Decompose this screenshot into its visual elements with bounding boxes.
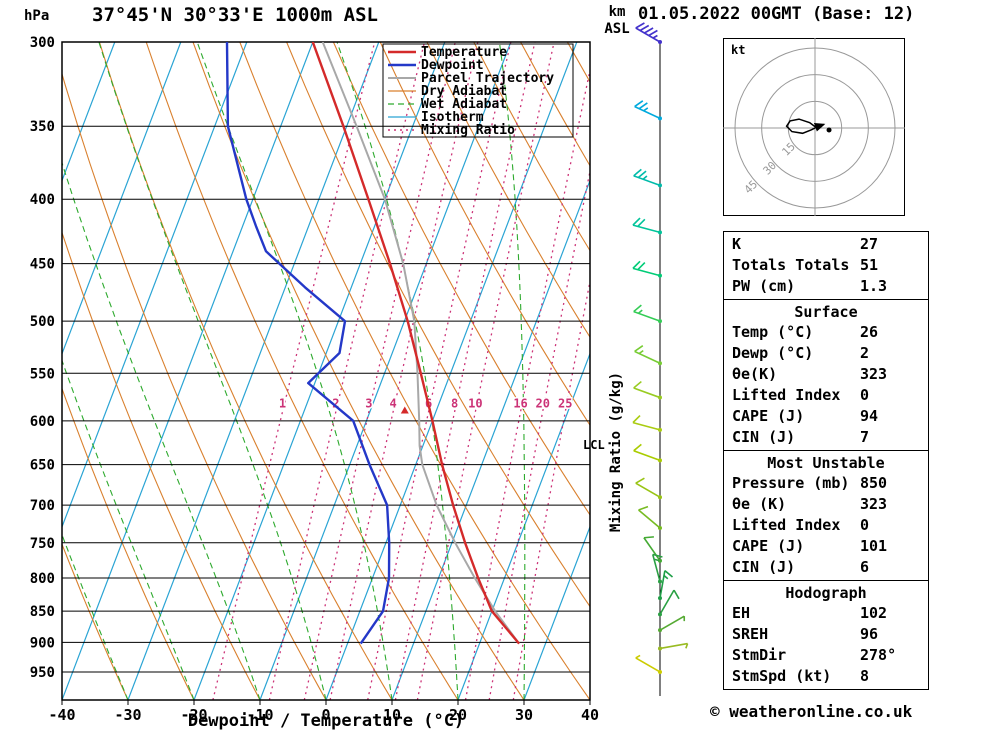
svg-text:Dewpoint: Dewpoint	[421, 58, 484, 73]
stat-row: CIN (J) 6	[732, 558, 870, 576]
svg-text:550: 550	[30, 366, 55, 382]
isotherm-lines	[62, 42, 590, 700]
parcel-mixing-marker	[400, 406, 409, 414]
stat-row: Totals Totals 51	[732, 256, 879, 274]
pressure-tick-labels: 300 350 400 450 500 550 600 650 700 750 800 850 900 9…	[30, 35, 55, 681]
stat-row: θe (K) 323	[732, 495, 888, 513]
lcl-label: LCL	[583, 438, 605, 452]
stat-row: CIN (J) 7	[732, 428, 870, 446]
datetime-title: 01.05.2022 00GMT (Base: 12)	[638, 4, 915, 24]
mixing-ratio-axis-label: Mixing Ratio (g/kg)	[608, 372, 624, 532]
svg-text:10: 10	[468, 397, 482, 411]
stat-row: Lifted Index 0	[732, 386, 870, 404]
mixing-ratio-labels: 1 2 3 4 6 8 10 16 20 25	[277, 395, 574, 412]
station-title: 37°45'N 30°33'E 1000m ASL	[92, 4, 378, 26]
svg-text:2: 2	[332, 397, 339, 411]
most-unstable-box: Most Unstable Pressure (mb) 850 θe (K) 323…	[723, 450, 929, 581]
svg-text:-30: -30	[114, 706, 141, 724]
stat-row: SREH 96	[732, 625, 879, 643]
svg-text:Wet Adiabat: Wet Adiabat	[421, 97, 507, 112]
svg-text:900: 900	[30, 635, 55, 651]
svg-text:Dry Adiabat: Dry Adiabat	[421, 84, 507, 99]
stat-row: CAPE (J) 94	[732, 407, 879, 425]
svg-text:-40: -40	[48, 706, 75, 724]
km-label: km	[608, 4, 626, 20]
storm-motion-dot	[826, 127, 832, 133]
svg-text:650: 650	[30, 458, 55, 474]
hodograph-trace	[785, 118, 826, 135]
surface-box: Surface Temp (°C) 26 Dewp (°C) 2 θe(K) 323 …	[723, 299, 929, 451]
svg-text:-20: -20	[180, 706, 207, 724]
stat-row: Lifted Index 0	[732, 516, 870, 534]
svg-text:600: 600	[30, 414, 55, 430]
svg-text:25: 25	[558, 397, 572, 411]
hodograph-unit-label: kt	[731, 43, 745, 57]
svg-text:20: 20	[449, 706, 467, 724]
svg-text:Isotherm: Isotherm	[421, 110, 484, 125]
stat-row: θe(K) 323	[732, 365, 888, 383]
wet-adiabat-lines	[62, 42, 590, 700]
svg-text:Mixing Ratio: Mixing Ratio	[421, 123, 515, 138]
svg-text:40: 40	[581, 706, 599, 724]
stat-row: PW (cm) 1.3	[732, 277, 888, 295]
svg-text:3: 3	[365, 397, 372, 411]
temperature-tick-labels: -40 -30 -20 -10 0 10 20 30 40	[48, 700, 599, 724]
hodograph-stats-box: Hodograph EH 102 SREH 96 StmDir 278° StmSpd…	[723, 580, 929, 690]
svg-text:800: 800	[30, 571, 55, 587]
x-axis-label: Dewpoint / Temperature (°C)	[188, 711, 464, 731]
stat-row: Temp (°C) 26	[732, 323, 879, 341]
asl-label: ASL	[604, 21, 630, 37]
svg-text:4: 4	[390, 397, 397, 411]
stat-row: StmDir 278°	[732, 646, 897, 664]
svg-text:20: 20	[535, 397, 549, 411]
stat-row: K 27	[732, 235, 879, 253]
most-unstable-box-title: Most Unstable	[767, 454, 885, 472]
svg-text:30: 30	[515, 706, 533, 724]
wind-barb-column	[632, 22, 689, 696]
parcel-trajectory-line	[321, 42, 520, 645]
svg-text:850: 850	[30, 604, 55, 620]
svg-text:450: 450	[30, 257, 55, 273]
svg-text:1: 1	[279, 397, 286, 411]
km-asl-axis-label: km ASL	[596, 4, 638, 38]
stats-panel: K 27 Totals Totals 51 PW (cm) 1.3 Surface T…	[723, 231, 929, 690]
stat-row: StmSpd (kt) 8	[732, 667, 870, 685]
mixing-ratio-lines	[212, 42, 590, 700]
surface-box-title: Surface	[794, 303, 858, 321]
svg-text:950: 950	[30, 665, 55, 681]
stat-row: EH 102	[732, 604, 888, 622]
pressure-axis-unit: hPa	[24, 8, 50, 24]
svg-text:16: 16	[513, 397, 527, 411]
stat-row: Pressure (mb) 850	[732, 474, 888, 492]
indices-box: K 27 Totals Totals 51 PW (cm) 1.3	[723, 231, 929, 300]
svg-text:400: 400	[30, 192, 55, 208]
stat-row: CAPE (J) 101	[732, 537, 888, 555]
temperature-line	[311, 42, 521, 645]
stat-row: Dewp (°C) 2	[732, 344, 870, 362]
svg-text:Parcel Trajectory: Parcel Trajectory	[421, 71, 554, 86]
svg-text:Temperature: Temperature	[421, 45, 507, 60]
svg-text:0: 0	[321, 706, 330, 724]
svg-text:500: 500	[30, 314, 55, 330]
svg-text:300: 300	[30, 35, 55, 51]
svg-text:350: 350	[30, 119, 55, 135]
svg-text:-10: -10	[246, 706, 273, 724]
svg-text:8: 8	[451, 397, 458, 411]
svg-text:750: 750	[30, 536, 55, 552]
svg-text:700: 700	[30, 498, 55, 514]
copyright: © weatheronline.co.uk	[710, 702, 913, 721]
hodograph-box-title: Hodograph	[785, 584, 867, 602]
dewpoint-line	[225, 42, 391, 645]
svg-text:10: 10	[383, 706, 401, 724]
plot-border	[61, 41, 591, 701]
